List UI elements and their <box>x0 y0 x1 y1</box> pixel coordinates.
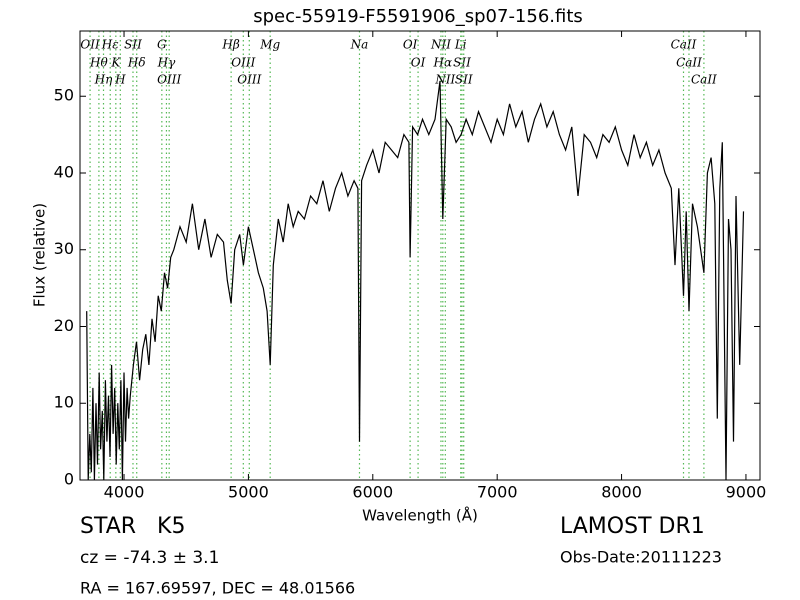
x-axis-label: Wavelength (Å) <box>362 506 478 525</box>
spectral-line-label: Hδ <box>127 56 146 70</box>
y-axis-label: Flux (relative) <box>31 203 49 307</box>
y-tick-label: 40 <box>54 162 74 181</box>
spectral-line-label: NII <box>430 38 451 52</box>
spectral-line-label: SII <box>455 73 473 87</box>
spectral-line-label: CaII <box>676 56 702 70</box>
spectral-line-label: Hα <box>433 56 453 70</box>
spectrum-line <box>86 80 745 480</box>
spectral-line-label: OIII <box>237 73 261 87</box>
chart-title: spec-55919-F5591906_sp07-156.fits <box>253 6 583 27</box>
plot-frame <box>79 30 761 481</box>
spectral-line-label: NII <box>434 73 455 87</box>
spectral-line-label: OIII <box>157 73 181 87</box>
redshift: cz = -74.3 ± 3.1 <box>80 548 219 568</box>
y-tick-label: 20 <box>54 316 74 335</box>
spectral-line-label: K <box>110 56 121 70</box>
survey: LAMOST DR1 <box>560 514 705 539</box>
spectral-line-label: OIII <box>231 56 255 70</box>
y-tick-label: 0 <box>64 470 74 489</box>
spectral-line-label: Hβ <box>221 38 239 52</box>
coordinates: RA = 167.69597, DEC = 48.01566 <box>80 579 355 598</box>
obs-date: Obs-Date:20111223 <box>560 548 722 567</box>
spectral-line-label: OII <box>80 38 100 52</box>
spectral-line-label: Hθ <box>89 56 108 70</box>
spectral-line-label: SII <box>453 56 471 70</box>
spectral-line-label: CaII <box>671 38 697 52</box>
x-tick-label: 7000 <box>477 483 518 502</box>
spectral-line-label: Na <box>350 38 369 52</box>
x-tick-label: 6000 <box>352 483 393 502</box>
x-tick-label: 9000 <box>726 483 767 502</box>
spectral-line-label: G <box>157 38 167 52</box>
spectral-line-label: Mg <box>259 38 280 52</box>
spectral-line-label: OI <box>411 56 426 70</box>
object-class: STAR K5 <box>80 514 185 539</box>
x-tick-label: 5000 <box>228 483 269 502</box>
spectral-line-label: OI <box>403 38 418 52</box>
spectral-line-label: H <box>114 73 126 87</box>
spectral-line-label: SII <box>124 38 142 52</box>
y-tick-label: 30 <box>54 239 74 258</box>
spectral-line-label: Hε <box>101 38 119 52</box>
spectral-line-label: CaII <box>691 73 717 87</box>
x-tick-label: 4000 <box>104 483 145 502</box>
y-tick-label: 10 <box>54 393 74 412</box>
spectral-line-label: Hγ <box>157 56 176 70</box>
x-tick-label: 8000 <box>601 483 642 502</box>
y-tick-label: 50 <box>54 86 74 105</box>
spectral-line-label: Hη <box>94 73 113 87</box>
spectral-line-label: Li <box>454 38 467 52</box>
